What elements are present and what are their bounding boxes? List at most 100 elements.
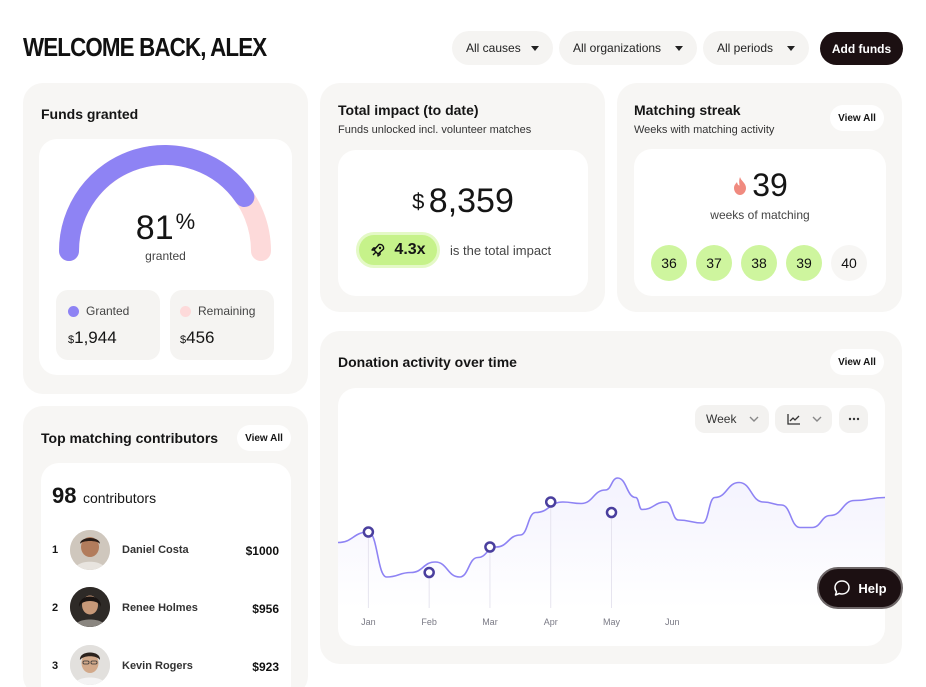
filter-organizations-label: All organizations (573, 41, 662, 55)
chat-bubble-icon (834, 580, 851, 596)
chart-point[interactable] (484, 541, 496, 553)
granted-label: Granted (86, 304, 130, 318)
add-funds-button[interactable]: Add funds (820, 32, 903, 65)
chevron-down-icon (749, 416, 759, 422)
more-options-button[interactable] (839, 405, 868, 433)
chart-point[interactable] (423, 566, 435, 579)
gauge-chart (59, 145, 271, 261)
total-impact-title: Total impact (to date) (338, 102, 479, 118)
chart-type-select[interactable] (775, 405, 832, 433)
contributors-card: Top matching contributors View All 98 co… (23, 406, 308, 687)
multiplier-text: is the total impact (450, 243, 552, 258)
gauge-value: 81% (39, 209, 292, 248)
gauge-label: granted (145, 249, 186, 263)
donation-activity-card: Donation activity over time View All Wee… (320, 331, 902, 664)
rocket-icon (371, 243, 385, 257)
contributor-amount: $1000 (245, 544, 279, 558)
contributors-panel: 98 contributors 1 Daniel Costa $1000 2 (41, 463, 291, 687)
gauge-percent: 81 (135, 209, 174, 247)
contributor-name: Renee Holmes (122, 602, 198, 614)
x-axis-tick-label: May (603, 617, 621, 627)
page-title: WELCOME BACK, ALEX (23, 32, 267, 62)
gauge-percent-sign: % (175, 209, 196, 234)
chevron-down-icon (812, 416, 822, 422)
period-select-label: Week (706, 412, 737, 426)
funds-granted-card: Funds granted 81% granted Granted $1,944… (23, 83, 308, 394)
multiplier-value: 4.3x (394, 241, 426, 258)
total-impact-amount: $ 8,359 (338, 182, 588, 221)
help-button[interactable]: Help (817, 567, 903, 609)
remaining-tile: Remaining $456 (170, 290, 274, 360)
filter-causes[interactable]: All causes (452, 31, 553, 65)
contributor-name: Kevin Rogers (122, 660, 193, 672)
x-axis-tick-label: Apr (544, 617, 558, 627)
chart-point[interactable] (544, 496, 557, 508)
avatar (70, 645, 110, 685)
chart-series-line (338, 477, 885, 578)
avatar-photo (70, 530, 110, 570)
streak-week-38: 38 (741, 245, 777, 281)
contributor-amount: $956 (252, 602, 279, 616)
matching-streak-title: Matching streak (634, 102, 741, 118)
total-impact-panel: $ 8,359 4.3x is the total impact (338, 150, 588, 296)
streak-week-37: 37 (696, 245, 732, 281)
donation-activity-panel: Week Jan Feb Mar Apr May Jun (338, 388, 885, 646)
gauge-granted-arc (59, 145, 255, 261)
granted-dot-icon (68, 306, 79, 318)
remaining-currency: $ (180, 334, 187, 346)
donation-activity-title: Donation activity over time (338, 354, 517, 370)
filter-periods-label: All periods (717, 41, 774, 55)
matching-streak-subtitle: Weeks with matching activity (634, 124, 775, 136)
contributor-rank: 2 (52, 602, 59, 614)
contributors-view-all-button[interactable]: View All (237, 425, 291, 451)
line-chart-icon (787, 414, 800, 425)
avatar-photo (70, 587, 110, 627)
granted-value: 1,944 (74, 328, 117, 347)
streak-value: 39 (634, 167, 886, 204)
x-axis-tick-label: Jun (665, 617, 680, 627)
period-select[interactable]: Week (695, 405, 769, 433)
funds-granted-panel: 81% granted Granted $1,944 Remaining $45… (39, 139, 292, 375)
streak-number: 39 (752, 167, 788, 203)
contributors-count: 98 contributors (52, 483, 156, 509)
avatar (70, 530, 110, 570)
granted-tile: Granted $1,944 (56, 290, 160, 360)
total-impact-card: Total impact (to date) Funds unlocked in… (320, 83, 605, 312)
help-label: Help (858, 580, 887, 596)
avatar-photo (70, 645, 110, 685)
matching-streak-view-all-button[interactable]: View All (830, 105, 884, 131)
remaining-dot-icon (180, 306, 191, 318)
chevron-down-icon (675, 45, 683, 51)
funds-granted-title: Funds granted (41, 106, 139, 122)
x-axis-tick-label: Feb (421, 617, 437, 627)
contributor-amount: $923 (252, 660, 279, 674)
filter-organizations[interactable]: All organizations (559, 31, 697, 65)
multiplier-badge: 4.3x (356, 232, 440, 268)
contributor-rank: 1 (52, 544, 59, 556)
streak-week-36: 36 (651, 245, 687, 281)
streak-label: weeks of matching (710, 208, 810, 222)
chart-point[interactable] (362, 526, 375, 538)
avatar (70, 587, 110, 627)
contributors-count-label: contributors (82, 490, 157, 506)
flame-icon (734, 177, 747, 195)
granted-amount: $1,944 (68, 328, 117, 348)
contributors-count-number: 98 (52, 483, 77, 508)
chevron-down-icon (531, 45, 539, 51)
donation-activity-view-all-button[interactable]: View All (830, 349, 884, 375)
matching-streak-card: Matching streak Weeks with matching acti… (617, 83, 902, 312)
filter-periods[interactable]: All periods (703, 31, 809, 65)
remaining-label: Remaining (198, 304, 256, 318)
chevron-down-icon (787, 45, 795, 51)
more-icon (848, 417, 859, 421)
remaining-amount: $456 (180, 328, 215, 348)
x-axis-tick-label: Mar (482, 617, 498, 627)
x-axis-tick-label: Jan (361, 617, 376, 627)
remaining-value: 456 (186, 328, 215, 347)
streak-week-39: 39 (786, 245, 822, 281)
filter-causes-label: All causes (466, 41, 521, 55)
donation-line-chart: Jan Feb Mar Apr May Jun (338, 477, 885, 627)
chart-point[interactable] (605, 506, 618, 519)
contributors-title: Top matching contributors (41, 430, 219, 446)
total-impact-subtitle: Funds unlocked incl. volunteer matches (338, 124, 532, 136)
